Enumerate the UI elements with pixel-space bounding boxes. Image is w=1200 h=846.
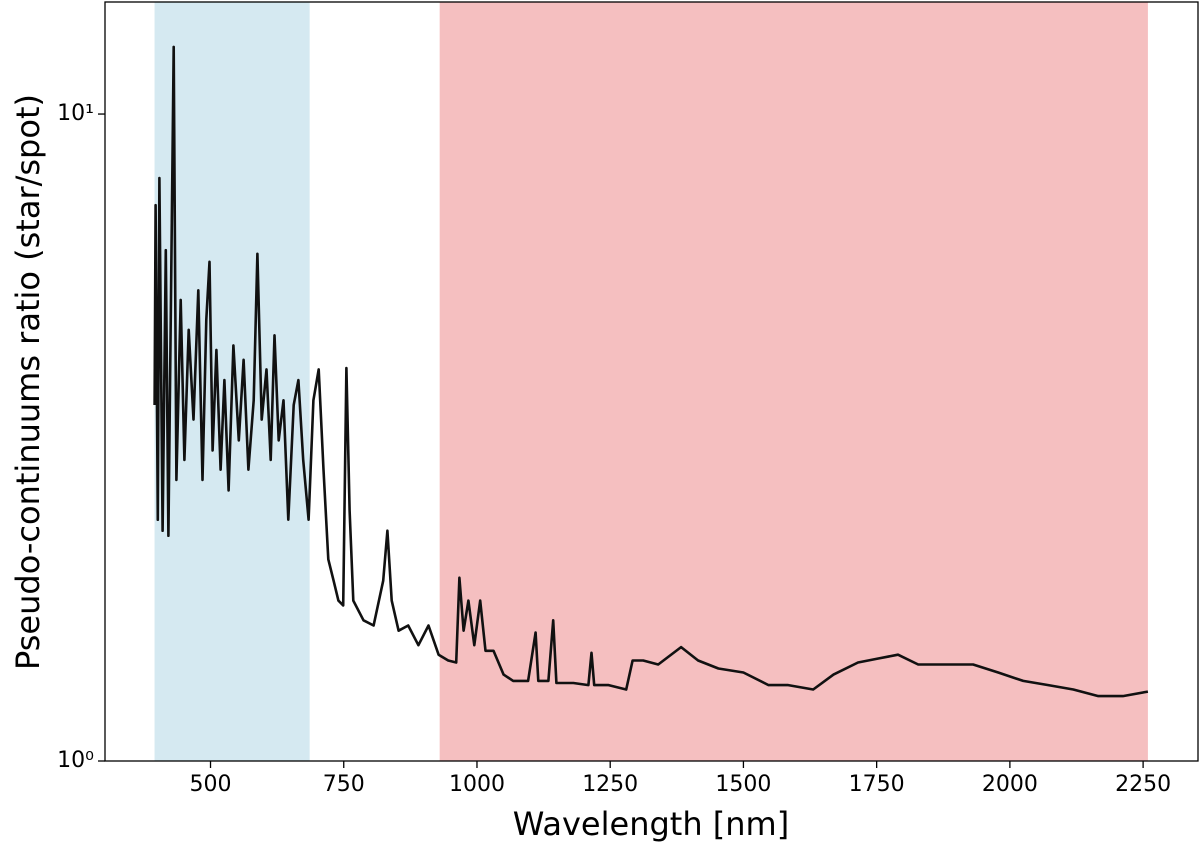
- plot-frame: [104, 1, 1199, 762]
- x-tick-label: 1500: [715, 772, 771, 797]
- x-tick-label: 1250: [582, 772, 638, 797]
- x-tick-label: 2250: [1115, 772, 1171, 797]
- x-tick-label: 750: [323, 772, 365, 797]
- x-tick-label: 2000: [982, 772, 1038, 797]
- y-axis-label: Pseudo-continuums ratio (star/spot): [9, 94, 47, 670]
- x-axis-label: Wavelength [nm]: [513, 805, 789, 843]
- shaded-region: [439, 2, 1148, 761]
- x-tick-label: 500: [190, 772, 232, 797]
- y-tick-label: 10⁰: [57, 748, 94, 773]
- x-tick-label: 1000: [449, 772, 505, 797]
- data-line: [153, 45, 1149, 698]
- x-tick-label: 1750: [849, 772, 905, 797]
- y-tick-label: 10¹: [57, 101, 94, 126]
